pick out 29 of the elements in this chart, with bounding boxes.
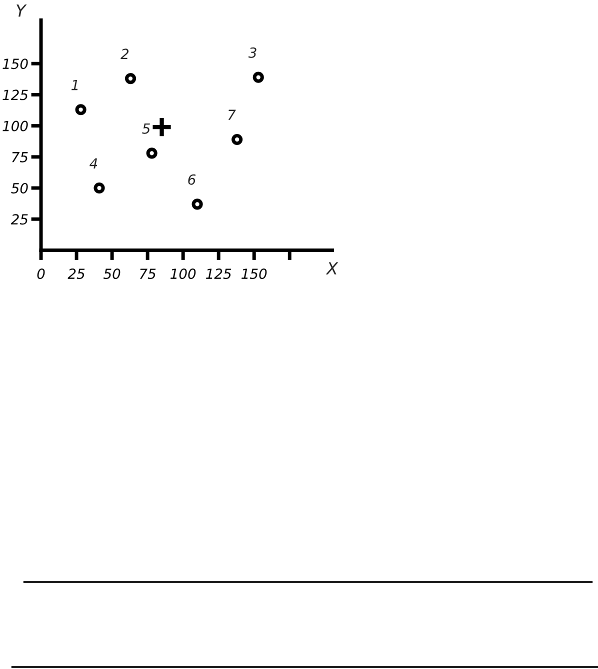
- x-tick-label: 150: [242, 268, 267, 280]
- y-axis-title: Y: [16, 4, 27, 17]
- point: [146, 148, 158, 159]
- annotation: 3: [248, 47, 256, 58]
- x-tick-label: 100: [170, 268, 196, 280]
- x-tick-label: 125: [206, 268, 232, 280]
- y-tick-label: 100: [2, 120, 28, 132]
- x-axis-title: X: [326, 262, 338, 274]
- x-tick-label: 25: [68, 268, 85, 280]
- point: [252, 72, 264, 83]
- annotation: 4: [90, 158, 98, 168]
- annotation: 1: [72, 80, 78, 90]
- annotation: 2: [120, 48, 129, 59]
- y-tick-label: 75: [12, 152, 28, 162]
- y-tick-label: 150: [2, 58, 28, 70]
- point: [192, 198, 203, 210]
- annotation: 6: [188, 174, 196, 185]
- x-tick-label: 50: [103, 268, 120, 280]
- point: [232, 134, 243, 146]
- point: [124, 73, 136, 84]
- y-tick-label: 25: [10, 214, 28, 225]
- annotation: 5: [142, 123, 150, 134]
- x-tick-label: 0: [37, 268, 45, 280]
- annotation: 7: [228, 110, 236, 120]
- point: [75, 104, 86, 116]
- x-tick-label: 75: [140, 268, 156, 280]
- point: [94, 182, 105, 194]
- y-tick-label: 50: [11, 182, 28, 194]
- y-tick-label: 125: [2, 90, 28, 100]
